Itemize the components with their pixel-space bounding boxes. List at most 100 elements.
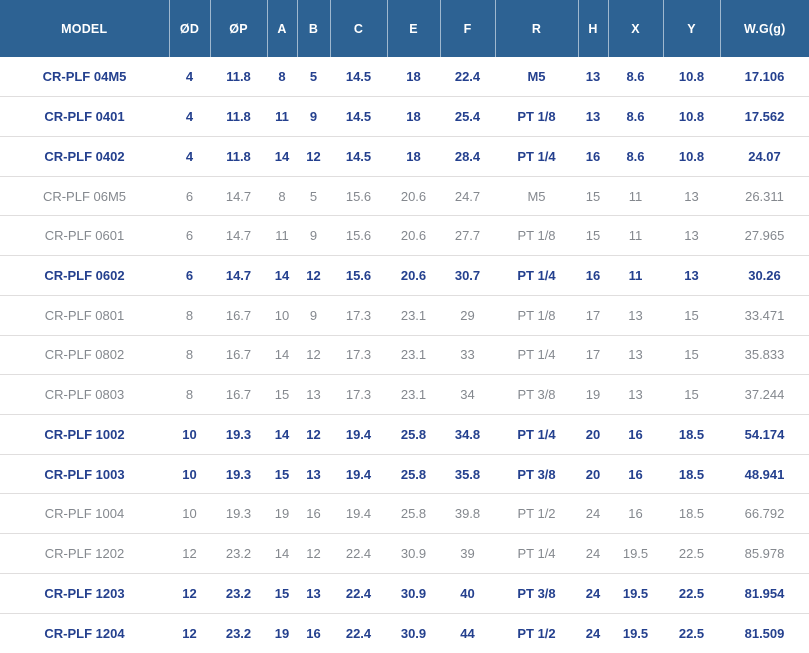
column-header-r: R: [495, 0, 579, 57]
table-row: CR-PLF 0602 6 14.7 14 12 15.6 20.6 30.7 PT 1/4 16…: [0, 255, 809, 296]
value-cell: 27.965: [720, 215, 809, 257]
value-cell: 25.8: [387, 454, 440, 495]
value-cell: 8: [267, 57, 297, 98]
table-row: CR-PLF 0801 8 16.7 10 9 17.3 23.1 29 PT 1/8 17 13 1…: [0, 295, 809, 336]
value-cell: PT 1/2: [495, 493, 578, 535]
value-cell: 8.6: [608, 136, 663, 177]
value-cell: 81.509: [720, 613, 809, 653]
value-cell: 17: [578, 295, 608, 336]
value-cell: 16: [578, 136, 608, 177]
value-cell: PT 1/4: [495, 255, 578, 296]
column-header-p: ØP: [210, 0, 268, 57]
value-cell: 11.8: [210, 96, 267, 137]
value-cell: 22.5: [663, 533, 720, 574]
value-cell: 34.8: [440, 414, 495, 455]
value-cell: 19.5: [608, 533, 663, 574]
value-cell: 48.941: [720, 454, 809, 495]
column-header-f: F: [440, 0, 496, 57]
table-row: CR-PLF 1004 10 19.3 19 16 19.4 25.8 39.8 PT 1/2 2…: [0, 493, 809, 535]
value-cell: 15: [267, 573, 297, 614]
value-cell: 39.8: [440, 493, 495, 535]
model-cell: CR-PLF 0801: [0, 295, 169, 336]
table-row: CR-PLF 1003 10 19.3 15 13 19.4 25.8 35.8 PT 3/8 2…: [0, 454, 809, 495]
value-cell: 11.8: [210, 57, 267, 98]
column-header-b: B: [297, 0, 331, 57]
value-cell: 10.8: [663, 136, 720, 177]
table-row: CR-PLF 0803 8 16.7 15 13 17.3 23.1 34 PT 3/8 19 13…: [0, 374, 809, 415]
value-cell: 8: [169, 295, 210, 336]
value-cell: 18.5: [663, 493, 720, 535]
value-cell: 8: [169, 374, 210, 415]
value-cell: 15.6: [330, 176, 387, 217]
value-cell: 9: [297, 295, 330, 336]
column-header-e: E: [387, 0, 441, 57]
value-cell: 24.07: [720, 136, 809, 177]
value-cell: 19.4: [330, 414, 387, 455]
value-cell: 18.5: [663, 414, 720, 455]
value-cell: 39: [440, 533, 495, 574]
value-cell: 34: [440, 374, 495, 415]
value-cell: 12: [169, 533, 210, 574]
value-cell: PT 1/8: [495, 215, 578, 257]
value-cell: 54.174: [720, 414, 809, 455]
value-cell: 16: [608, 454, 663, 495]
value-cell: 14: [267, 414, 297, 455]
value-cell: 14.7: [210, 215, 267, 257]
value-cell: 17.562: [720, 96, 809, 137]
value-cell: 17.3: [330, 374, 387, 415]
value-cell: 10: [169, 414, 210, 455]
table-header-row: MODEL ØD ØP A B C E F R H X Y W.G(g): [0, 0, 809, 57]
value-cell: PT 1/4: [495, 533, 578, 574]
table-row: CR-PLF 04M5 4 11.8 8 5 14.5 18 22.4 M5 13 8.6 10.8 1…: [0, 57, 809, 98]
column-header-a: A: [267, 0, 298, 57]
model-cell: CR-PLF 0602: [0, 255, 169, 296]
value-cell: PT 1/2: [495, 613, 578, 653]
value-cell: 5: [297, 57, 330, 98]
value-cell: 13: [608, 335, 663, 376]
value-cell: 24: [578, 573, 608, 614]
value-cell: 40: [440, 573, 495, 614]
value-cell: 8: [267, 176, 297, 217]
value-cell: 14: [267, 533, 297, 574]
value-cell: 22.5: [663, 573, 720, 614]
column-header-x: X: [608, 0, 664, 57]
value-cell: 19: [267, 613, 297, 653]
value-cell: 11: [608, 255, 663, 296]
value-cell: 26.311: [720, 176, 809, 217]
value-cell: 14.5: [330, 96, 387, 137]
value-cell: 12: [297, 136, 330, 177]
value-cell: PT 3/8: [495, 454, 578, 495]
value-cell: 14: [267, 335, 297, 376]
value-cell: 17: [578, 335, 608, 376]
value-cell: 15: [663, 335, 720, 376]
value-cell: PT 1/8: [495, 295, 578, 336]
value-cell: 85.978: [720, 533, 809, 574]
value-cell: 14.5: [330, 136, 387, 177]
value-cell: 13: [297, 374, 330, 415]
value-cell: 11: [608, 176, 663, 217]
value-cell: 23.2: [210, 613, 267, 653]
value-cell: 28.4: [440, 136, 495, 177]
column-header-d: ØD: [169, 0, 211, 57]
value-cell: 27.7: [440, 215, 495, 257]
value-cell: 25.4: [440, 96, 495, 137]
value-cell: 10: [169, 454, 210, 495]
value-cell: 16.7: [210, 374, 267, 415]
value-cell: 19.3: [210, 414, 267, 455]
value-cell: 9: [297, 215, 330, 257]
value-cell: 29: [440, 295, 495, 336]
value-cell: 66.792: [720, 493, 809, 535]
value-cell: 19.3: [210, 454, 267, 495]
value-cell: 30.9: [387, 613, 440, 653]
model-cell: CR-PLF 0402: [0, 136, 169, 177]
value-cell: 18: [387, 136, 440, 177]
value-cell: 24.7: [440, 176, 495, 217]
value-cell: 12: [297, 533, 330, 574]
value-cell: 16.7: [210, 295, 267, 336]
value-cell: 8: [169, 335, 210, 376]
value-cell: 30.9: [387, 573, 440, 614]
value-cell: 14.5: [330, 57, 387, 98]
table-row: CR-PLF 1002 10 19.3 14 12 19.4 25.8 34.8 PT 1/4 2…: [0, 414, 809, 455]
value-cell: 35.8: [440, 454, 495, 495]
